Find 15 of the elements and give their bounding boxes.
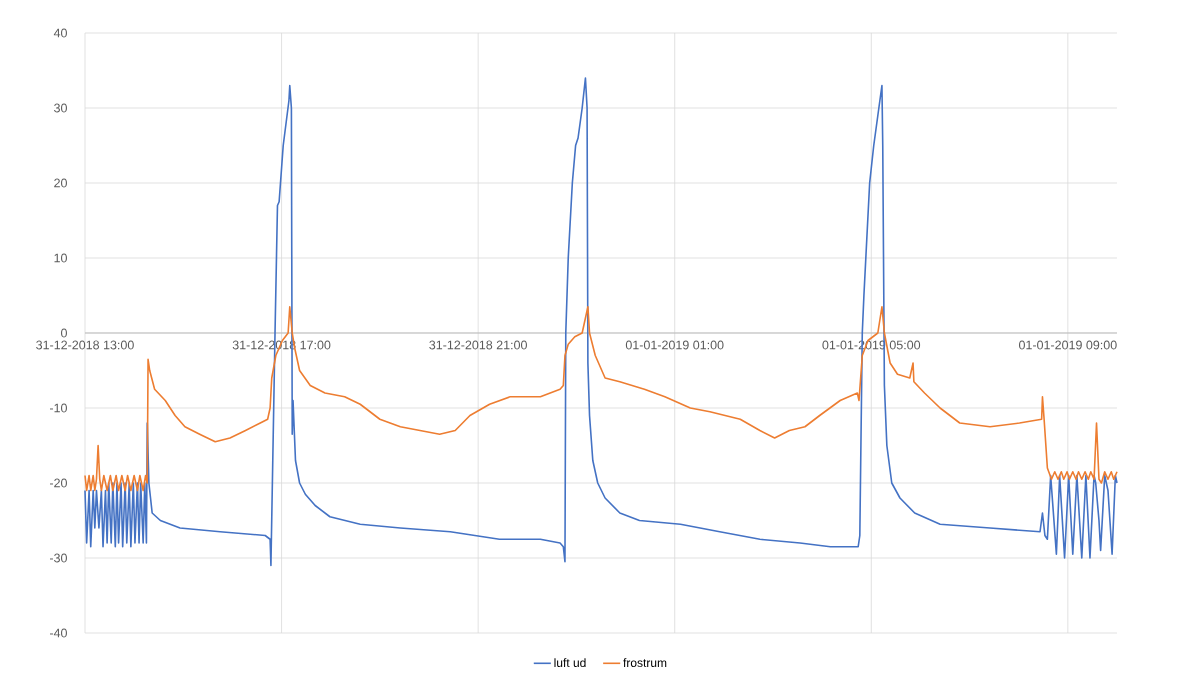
- y-tick-label: -20: [49, 478, 67, 488]
- legend-label: frostrum: [623, 658, 667, 667]
- legend-label: luft ud: [554, 658, 586, 668]
- y-tick-label: 0: [61, 328, 67, 338]
- x-tick-label: 31-12-2018 21:00: [429, 340, 527, 350]
- y-tick-label: 10: [54, 253, 67, 263]
- y-tick-label: -40: [49, 628, 67, 638]
- x-tick-label: 01-01-2019 01:00: [625, 340, 724, 350]
- y-tick-label: -10: [49, 403, 67, 413]
- x-tick-label: 01-01-2019 09:00: [1019, 340, 1117, 350]
- y-tick-label: 30: [54, 103, 67, 113]
- x-tick-label: 31-12-2018 13:00: [36, 340, 134, 350]
- y-tick-label: -30: [49, 553, 67, 563]
- y-tick-label: 20: [54, 178, 67, 188]
- y-tick-label: 40: [53, 28, 67, 38]
